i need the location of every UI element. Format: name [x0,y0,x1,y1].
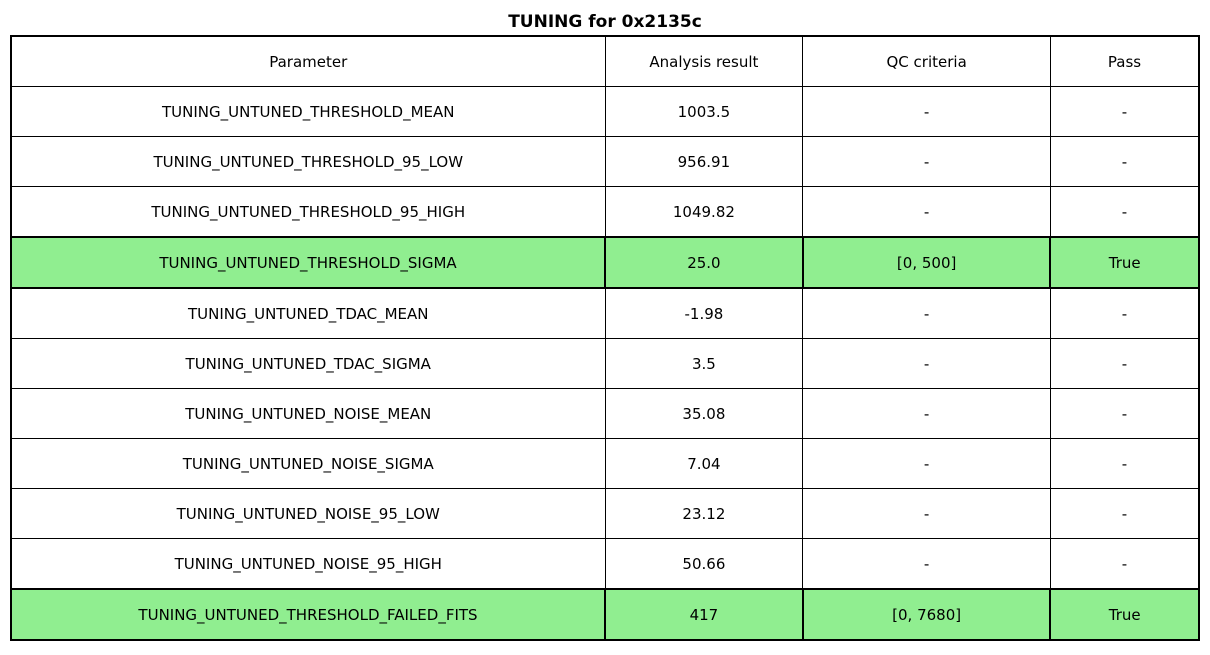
cell-qc-criteria: - [802,338,1051,389]
cell-pass: True [1049,236,1200,289]
cell-qc-criteria: [0, 500] [801,236,1052,289]
cell-pass: - [1049,438,1200,489]
table-row: TUNING_UNTUNED_TDAC_SIGMA 3.5- - [10,338,1200,389]
table-row: TUNING_UNTUNED_NOISE_95_HIGH 50.66- - [10,538,1200,590]
cell-pass: - [1049,538,1200,590]
column-header-pass: Pass [1049,35,1200,87]
cell-qc-criteria: - [802,287,1051,339]
cell-analysis-result: 1003.5 [604,86,804,137]
cell-analysis-result: 417 [604,588,804,641]
cell-parameter: TUNING_UNTUNED_NOISE_95_LOW [10,488,606,539]
cell-pass: - [1049,86,1200,137]
table-row: TUNING_UNTUNED_THRESHOLD_SIGMA 25.0 [0, 50… [10,236,1200,289]
cell-analysis-result: 35.08 [604,388,804,439]
cell-analysis-result: 23.12 [604,488,804,539]
page-title: TUNING for 0x2135c [508,12,702,32]
table-row: TUNING_UNTUNED_NOISE_95_LOW 23.12- - [10,488,1200,539]
cell-analysis-result: -1.98 [604,287,804,339]
cell-qc-criteria: - [802,186,1051,238]
cell-parameter: TUNING_UNTUNED_THRESHOLD_FAILED_FITS [10,588,606,641]
cell-analysis-result: 956.91 [604,136,804,187]
column-header-qc-criteria: QC criteria [802,35,1051,87]
table-row: TUNING_UNTUNED_THRESHOLD_95_HIGH 1049.82-… [10,186,1200,238]
table-row: TUNING_UNTUNED_THRESHOLD_MEAN 1003.5- - [10,86,1200,137]
cell-qc-criteria: - [802,388,1051,439]
cell-parameter: TUNING_UNTUNED_THRESHOLD_SIGMA [10,236,606,289]
cell-qc-criteria: - [802,488,1051,539]
cell-parameter: TUNING_UNTUNED_THRESHOLD_95_LOW [10,136,606,187]
table-row: TUNING_UNTUNED_THRESHOLD_95_LOW 956.91- - [10,136,1200,187]
cell-pass: - [1049,186,1200,238]
cell-analysis-result: 50.66 [604,538,804,590]
cell-pass: - [1049,287,1200,339]
column-header-analysis-result: Analysis result [604,35,804,87]
tuning-results-table: Parameter Analysis result QC criteria Pa… [10,35,1200,641]
cell-analysis-result: 7.04 [604,438,804,489]
cell-qc-criteria: - [802,136,1051,187]
cell-parameter: TUNING_UNTUNED_NOISE_SIGMA [10,438,606,489]
table-header-row: Parameter Analysis result QC criteria Pa… [10,35,1200,87]
cell-analysis-result: 25.0 [604,236,804,289]
cell-pass: - [1049,488,1200,539]
cell-parameter: TUNING_UNTUNED_NOISE_MEAN [10,388,606,439]
cell-pass: - [1049,136,1200,187]
table-body: TUNING_UNTUNED_THRESHOLD_MEAN 1003.5- - TUN… [10,86,1200,641]
table-row: TUNING_UNTUNED_TDAC_MEAN -1.98- - [10,287,1200,339]
cell-qc-criteria: - [802,538,1051,590]
cell-parameter: TUNING_UNTUNED_THRESHOLD_95_HIGH [10,186,606,238]
cell-parameter: TUNING_UNTUNED_THRESHOLD_MEAN [10,86,606,137]
cell-parameter: TUNING_UNTUNED_NOISE_95_HIGH [10,538,606,590]
cell-parameter: TUNING_UNTUNED_TDAC_MEAN [10,287,606,339]
table-row: TUNING_UNTUNED_NOISE_SIGMA 7.04- - [10,438,1200,489]
cell-qc-criteria: - [802,86,1051,137]
cell-qc-criteria: [0, 7680] [801,588,1052,641]
cell-analysis-result: 3.5 [604,338,804,389]
cell-parameter: TUNING_UNTUNED_TDAC_SIGMA [10,338,606,389]
cell-pass: - [1049,338,1200,389]
cell-pass: - [1049,388,1200,439]
table-row: TUNING_UNTUNED_NOISE_MEAN 35.08- - [10,388,1200,439]
cell-qc-criteria: - [802,438,1051,489]
cell-analysis-result: 1049.82 [604,186,804,238]
cell-pass: True [1049,588,1200,641]
table-row: TUNING_UNTUNED_THRESHOLD_FAILED_FITS 417[… [10,588,1200,641]
column-header-parameter: Parameter [10,35,606,87]
